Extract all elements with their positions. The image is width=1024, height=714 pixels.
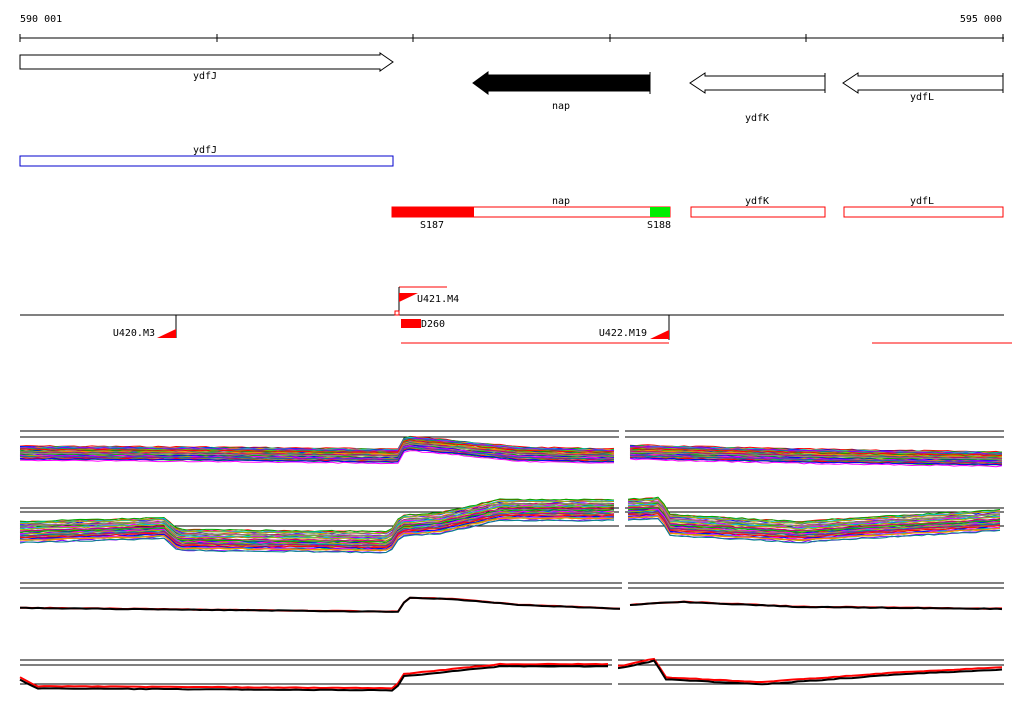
signal-trace — [629, 455, 1003, 465]
signal-trace — [19, 517, 615, 552]
feature-block-D260[interactable] — [401, 319, 421, 328]
signal-trace — [19, 448, 615, 463]
signal-trace — [19, 662, 609, 690]
coordinate-ruler: 590 001 595 000 — [19, 14, 1004, 42]
signal-trace — [628, 513, 1001, 539]
annotation-track-red: nap S187 S188 ydfK ydfL — [391, 196, 1004, 231]
signal-trace — [19, 517, 615, 552]
gene-nap[interactable]: nap — [472, 71, 651, 112]
annotation-label-nap: nap — [552, 196, 570, 207]
gene-arrow-ydfJ[interactable] — [19, 52, 394, 72]
signal-trace — [629, 447, 1003, 457]
signal-trace — [19, 443, 615, 458]
feature-label-D260: D260 — [421, 319, 445, 330]
gene-arrow-nap[interactable] — [472, 71, 651, 95]
signal-trace — [629, 600, 1003, 611]
signal-trace — [627, 518, 1001, 544]
gene-label-ydfJ: ydfJ — [193, 71, 217, 82]
ruler-start-label: 590 001 — [20, 14, 62, 25]
panel-gap — [619, 425, 625, 463]
signal-trace — [19, 447, 615, 461]
signal-trace — [627, 504, 1001, 531]
annotation-box-ydfJ[interactable] — [19, 155, 394, 167]
signal-trace — [628, 508, 1001, 535]
signal-trace — [627, 503, 1000, 529]
signal-panel-4 — [19, 655, 1004, 695]
signal-trace — [627, 515, 1001, 541]
signal-panel-3 — [19, 578, 1004, 618]
ruler-end-label: 595 000 — [960, 14, 1002, 25]
feature-flag-U420[interactable] — [157, 329, 176, 338]
signal-trace — [19, 442, 615, 457]
signal-trace — [19, 502, 615, 537]
signal-trace — [19, 519, 615, 554]
feature-marker — [394, 310, 400, 316]
gene-track: ydfJ nap ydfK ydfL — [19, 52, 1004, 124]
signal-trace — [19, 505, 615, 541]
segment-label-S187: S187 — [420, 220, 444, 231]
feature-label-U421: U421.M4 — [417, 294, 459, 305]
signal-trace — [627, 498, 1001, 524]
annotation-label-ydfK: ydfK — [745, 196, 769, 207]
signal-trace — [629, 449, 1003, 459]
signal-trace — [617, 657, 1003, 683]
signal-trace — [629, 457, 1003, 466]
annotation-box-ydfK[interactable] — [690, 206, 826, 218]
annotation-label-ydfJ: ydfJ — [193, 145, 217, 156]
gene-ydfL[interactable]: ydfL — [842, 72, 1004, 103]
segment-label-S188: S188 — [647, 220, 671, 231]
gene-ydfJ[interactable]: ydfJ — [19, 52, 394, 82]
panel-gap — [612, 655, 618, 695]
annotation-box-ydfL[interactable] — [843, 206, 1004, 218]
feature-label-U422: U422.M19 — [599, 328, 647, 339]
signal-trace — [629, 458, 1003, 468]
signal-panel-1 — [19, 425, 1004, 468]
segment-S188[interactable] — [650, 207, 670, 217]
gene-label-ydfL: ydfL — [910, 92, 934, 103]
signal-trace — [20, 438, 615, 454]
signal-trace — [629, 450, 1003, 460]
signal-trace — [19, 500, 615, 535]
signal-trace — [19, 509, 615, 544]
signal-trace — [19, 507, 615, 542]
signal-panel-2 — [19, 488, 1004, 554]
signal-trace — [617, 659, 1003, 686]
segment-S187[interactable] — [392, 207, 474, 217]
signal-trace — [19, 596, 621, 613]
gene-label-ydfK: ydfK — [745, 113, 769, 124]
signal-trace — [19, 450, 615, 465]
signal-trace — [627, 496, 1001, 523]
feature-flag-U421[interactable] — [399, 293, 418, 302]
signal-trace — [19, 514, 615, 549]
gene-arrow-ydfL[interactable] — [842, 72, 1004, 94]
panel-gap — [619, 488, 625, 544]
signal-trace — [19, 665, 608, 692]
signal-trace — [627, 506, 1001, 532]
signal-trace — [19, 437, 615, 452]
annotation-track-blue: ydfJ — [19, 145, 394, 167]
signal-trace — [627, 500, 1001, 528]
feature-flag-U422[interactable] — [650, 330, 669, 339]
feature-track: U421.M4 U420.M3 D260 U422.M19 — [20, 286, 1012, 344]
annotation-label-ydfL: ydfL — [910, 196, 934, 207]
gene-label-nap: nap — [552, 101, 570, 112]
panel-gap — [622, 578, 628, 618]
signal-trace — [629, 452, 1003, 462]
gene-arrow-ydfK[interactable] — [689, 72, 826, 94]
gene-ydfK[interactable]: ydfK — [689, 72, 826, 124]
signal-trace — [19, 498, 615, 533]
feature-label-U420: U420.M3 — [113, 328, 155, 339]
signal-trace — [627, 509, 1001, 536]
